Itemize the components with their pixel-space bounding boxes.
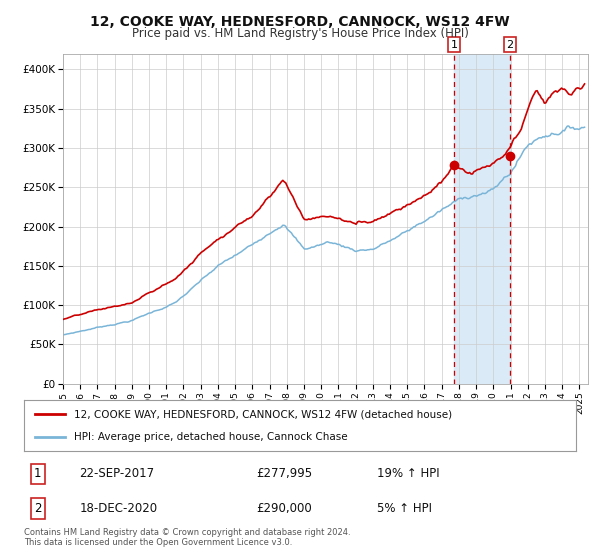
- Text: £277,995: £277,995: [256, 467, 312, 480]
- Text: £290,000: £290,000: [256, 502, 311, 515]
- Text: 12, COOKE WAY, HEDNESFORD, CANNOCK, WS12 4FW (detached house): 12, COOKE WAY, HEDNESFORD, CANNOCK, WS12…: [74, 409, 452, 419]
- Text: 12, COOKE WAY, HEDNESFORD, CANNOCK, WS12 4FW: 12, COOKE WAY, HEDNESFORD, CANNOCK, WS12…: [90, 15, 510, 29]
- Text: 1: 1: [451, 40, 458, 50]
- Text: 19% ↑ HPI: 19% ↑ HPI: [377, 467, 440, 480]
- Text: 1: 1: [34, 467, 41, 480]
- Text: 2: 2: [506, 40, 514, 50]
- Text: Contains HM Land Registry data © Crown copyright and database right 2024.
This d: Contains HM Land Registry data © Crown c…: [24, 528, 350, 547]
- Bar: [454, 54, 510, 384]
- Text: Price paid vs. HM Land Registry's House Price Index (HPI): Price paid vs. HM Land Registry's House …: [131, 27, 469, 40]
- Text: 22-SEP-2017: 22-SEP-2017: [79, 467, 154, 480]
- Text: 5% ↑ HPI: 5% ↑ HPI: [377, 502, 432, 515]
- Text: 18-DEC-2020: 18-DEC-2020: [79, 502, 157, 515]
- Text: HPI: Average price, detached house, Cannock Chase: HPI: Average price, detached house, Cann…: [74, 432, 347, 442]
- Text: 2: 2: [34, 502, 41, 515]
